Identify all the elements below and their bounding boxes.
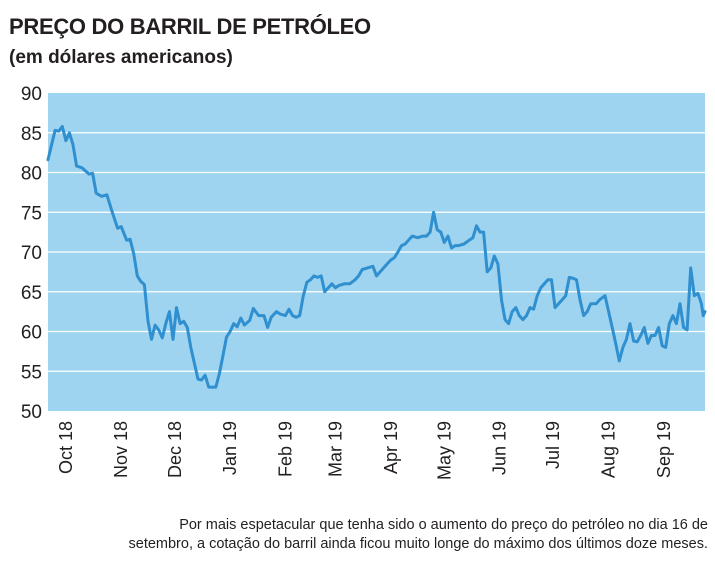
y-tick-label: 70 xyxy=(21,243,42,264)
x-tick-label: Nov 18 xyxy=(111,421,131,478)
x-tick-label: Oct 18 xyxy=(56,421,76,474)
x-tick-label: Jun 19 xyxy=(490,421,510,475)
caption-line-2: setembro, a cotação do barril ainda fico… xyxy=(128,536,709,552)
x-tick-label: May 19 xyxy=(434,421,454,480)
line-chart: 50 55 60 65 70 75 80 85 90 Oct 18 Nov 18 Dec 18 Jan… xyxy=(21,84,707,480)
y-tick-label: 80 xyxy=(21,164,42,185)
caption-line-1: Por mais espetacular que tenha sido o au… xyxy=(179,517,708,533)
chart-title: PREÇO DO BARRIL DE PETRÓLEO xyxy=(9,14,371,39)
x-tick-label: Aug 19 xyxy=(599,421,619,478)
x-tick-label: Sep 19 xyxy=(654,421,674,478)
y-tick-label: 55 xyxy=(21,362,42,383)
y-tick-label: 85 xyxy=(21,124,42,145)
y-tick-label: 90 xyxy=(21,84,42,105)
y-tick-label: 75 xyxy=(21,203,42,224)
y-tick-label: 60 xyxy=(21,323,42,344)
x-tick-label: Feb 19 xyxy=(275,421,295,477)
series-layer xyxy=(46,124,707,389)
y-axis-tick-labels: 50 55 60 65 70 75 80 85 90 xyxy=(21,84,42,423)
x-tick-label: Mar 19 xyxy=(325,421,345,477)
x-axis-tick-labels: Oct 18 Nov 18 Dec 18 Jan 19 Feb 19 Mar 19 Apr … xyxy=(56,421,674,480)
y-tick-label: 50 xyxy=(21,402,42,423)
series-line xyxy=(46,124,707,389)
y-tick-label: 65 xyxy=(21,283,42,304)
gridlines xyxy=(48,132,705,372)
caption: Por mais espetacular que tenha sido o au… xyxy=(0,516,709,554)
x-tick-label: Jan 19 xyxy=(220,421,240,475)
chart-subtitle: (em dólares americanos) xyxy=(9,47,233,68)
x-tick-label: Jul 19 xyxy=(543,421,563,469)
x-tick-label: Apr 19 xyxy=(381,421,401,474)
x-tick-label: Dec 18 xyxy=(165,421,185,478)
